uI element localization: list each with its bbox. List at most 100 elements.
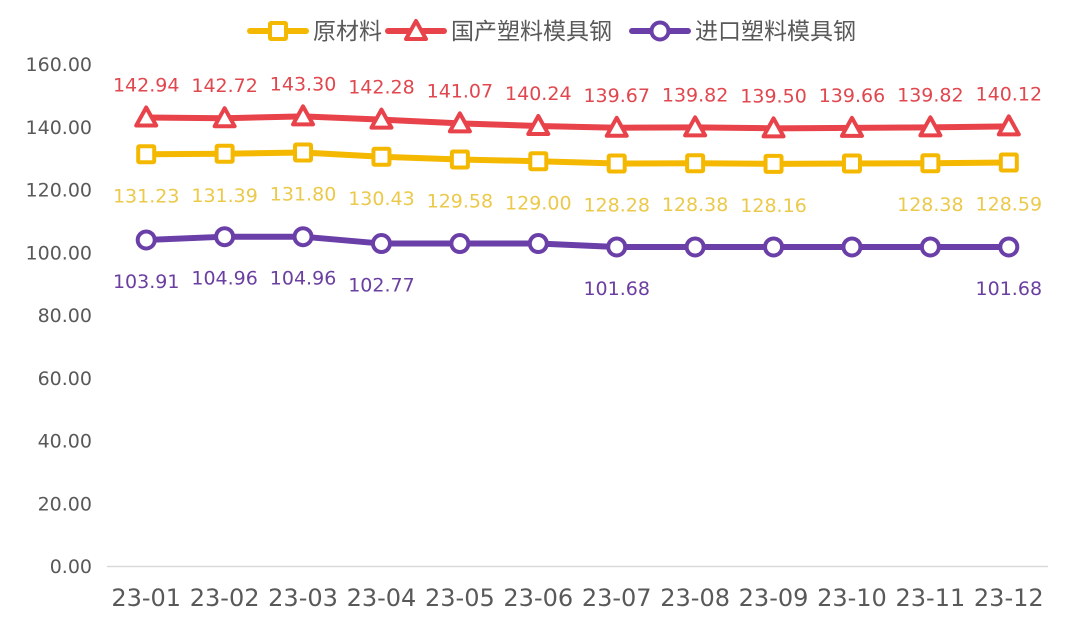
legend-label: 原材料 xyxy=(313,19,382,45)
series-1-point xyxy=(763,153,784,174)
y-tick-label: 60.00 xyxy=(38,368,92,390)
x-tick-label: 23-06 xyxy=(503,584,573,612)
x-tick-label: 23-09 xyxy=(739,584,809,612)
series-2-line xyxy=(143,113,1012,132)
series-1-point xyxy=(685,153,706,174)
series-2-data-label: 139.82 xyxy=(662,84,728,106)
series-3-point xyxy=(214,226,236,248)
series-3-data-label: 101.68 xyxy=(976,278,1042,300)
series-3-point xyxy=(763,236,785,258)
series-3-point xyxy=(998,236,1020,258)
series-3-point xyxy=(292,226,314,248)
series-2-point xyxy=(369,107,394,130)
y-tick-label: 100.00 xyxy=(26,242,92,264)
series-3-point xyxy=(135,229,157,251)
series-2-point xyxy=(526,113,551,136)
series-3 xyxy=(135,226,1020,258)
x-tick-label: 23-11 xyxy=(896,584,966,612)
x-tick-label: 23-04 xyxy=(347,584,417,612)
series-2-data-label: 142.28 xyxy=(348,77,414,99)
series-1-data-label: 131.80 xyxy=(270,183,336,205)
series-1-data-label: 128.28 xyxy=(583,195,649,217)
series-1-point xyxy=(998,152,1019,173)
series-2-point xyxy=(918,115,943,138)
series-3-point xyxy=(449,233,471,255)
legend-item: 进口塑料模具钢 xyxy=(629,19,856,45)
series-1-point xyxy=(841,153,862,174)
series-1-data-label: 129.58 xyxy=(427,190,493,212)
series-3-point xyxy=(684,236,706,258)
series-1-point xyxy=(920,153,941,174)
x-tick-label: 23-03 xyxy=(268,584,338,612)
series-2-point xyxy=(683,115,708,138)
series-2-data-label: 142.94 xyxy=(113,75,179,97)
legend-label: 进口塑料模具钢 xyxy=(695,19,856,45)
y-tick-label: 20.00 xyxy=(38,493,92,515)
series-1-point xyxy=(136,144,157,165)
series-3-point xyxy=(606,236,628,258)
legend-swatch-marker xyxy=(404,19,428,41)
series-3-data-label: 101.68 xyxy=(583,278,649,300)
x-tick-label: 23-08 xyxy=(660,584,730,612)
series-2-data-label: 142.72 xyxy=(191,75,257,97)
series-1-data-label: 128.38 xyxy=(662,194,728,216)
y-tick-label: 120.00 xyxy=(26,180,92,202)
series-1-point xyxy=(371,146,392,167)
series-2-data-label: 139.66 xyxy=(819,85,885,107)
y-tick-label: 0.00 xyxy=(50,556,92,578)
y-tick-label: 40.00 xyxy=(38,431,92,453)
series-1-data-label: 131.39 xyxy=(191,185,257,207)
x-tick-label: 23-07 xyxy=(582,584,652,612)
series-2 xyxy=(134,104,1021,139)
x-tick-label: 23-12 xyxy=(974,584,1044,612)
x-tick-label: 23-01 xyxy=(111,584,181,612)
series-2-point xyxy=(996,114,1021,137)
series-2-data-label: 140.12 xyxy=(976,83,1042,105)
series-1-data-label: 130.43 xyxy=(348,188,414,210)
series-3-point xyxy=(370,233,392,255)
legend: 原材料 国产塑料模具钢 进口塑料模具钢 xyxy=(247,19,856,45)
series-3-data-label: 104.96 xyxy=(270,268,336,290)
legend-swatch-marker xyxy=(268,21,288,41)
series-2-data-label: 140.24 xyxy=(505,83,571,105)
y-axis: 0.00 20.00 40.00 60.00 80.00 100.00 120.00 140.… xyxy=(26,54,92,578)
x-tick-label: 23-02 xyxy=(190,584,260,612)
series-2-point xyxy=(212,106,237,129)
legend-item: 原材料 xyxy=(247,19,382,45)
x-tick-label: 23-10 xyxy=(817,584,887,612)
series-1-point xyxy=(606,153,627,174)
series-1-data-label: 129.00 xyxy=(505,192,571,214)
series-3-line xyxy=(143,233,1012,250)
series-3-point xyxy=(841,236,863,258)
series-3-data-label: 104.96 xyxy=(191,268,257,290)
series-2-data-label: 139.67 xyxy=(583,85,649,107)
series-2-data-label: 139.82 xyxy=(897,84,963,106)
series-1-data-label: 128.16 xyxy=(740,195,806,217)
series-1-point xyxy=(449,149,470,170)
series-1-line xyxy=(143,149,1012,167)
series-2-point xyxy=(761,116,786,139)
series-2-point xyxy=(604,115,629,138)
series-1-data-label: 131.23 xyxy=(113,185,179,207)
series-2-data-label: 139.50 xyxy=(740,85,806,107)
x-tick-label: 23-05 xyxy=(425,584,495,612)
series-1-point xyxy=(293,142,314,163)
series-1-point xyxy=(528,151,549,172)
y-tick-label: 80.00 xyxy=(38,305,92,327)
series-1-data-label: 128.59 xyxy=(976,194,1042,216)
series-2-point xyxy=(291,104,316,127)
series-1 xyxy=(136,142,1019,174)
series-2-point xyxy=(447,111,472,134)
series-2-data-label: 143.30 xyxy=(270,73,336,95)
x-axis: 23-01 23-02 23-03 23-04 23-05 23-06 23-07 23-08… xyxy=(107,565,1048,612)
series-2-point xyxy=(839,115,864,138)
series-3-point xyxy=(527,233,549,255)
series-3-data-label: 102.77 xyxy=(348,275,414,297)
series-1-data-label: 128.38 xyxy=(897,194,963,216)
series-layer xyxy=(134,104,1021,258)
series-1-point xyxy=(214,143,235,164)
legend-swatch-marker xyxy=(649,20,671,42)
series-3-point xyxy=(919,236,941,258)
